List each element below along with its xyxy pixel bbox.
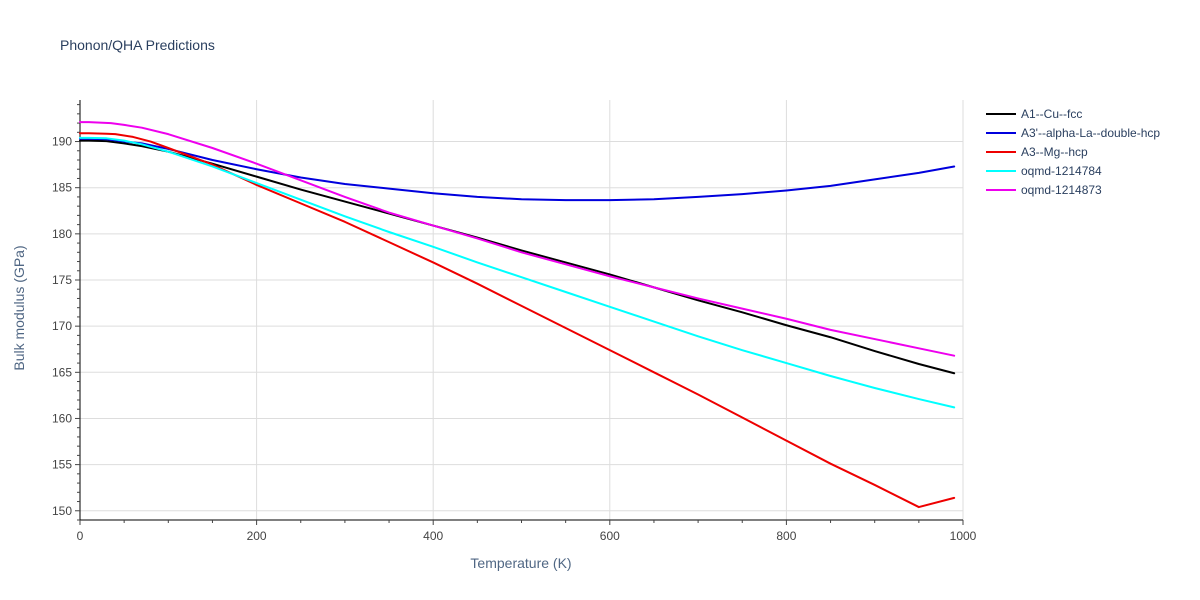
series-line-4[interactable] (79, 136, 956, 409)
y-axis-title: Bulk modulus (GPa) (11, 245, 27, 370)
legend-item[interactable]: oqmd-1214784 (986, 164, 1102, 178)
legend-item[interactable]: oqmd-1214873 (986, 183, 1102, 197)
y-tick-label: 190 (52, 135, 72, 149)
axes (75, 100, 964, 525)
legend[interactable]: A1--Cu--fcc A3'--alpha-La--double-hcp A3--… (986, 107, 1160, 197)
y-tick-label: 150 (52, 504, 72, 518)
x-tick-label: 200 (247, 529, 267, 543)
legend-item[interactable]: A3'--alpha-La--double-hcp (986, 126, 1160, 140)
y-tick-label: 165 (52, 365, 72, 379)
series-line-3[interactable] (79, 132, 956, 509)
legend-label: A3--Mg--hcp (1021, 145, 1088, 159)
tick-labels: 0 200 400 600 800 1000 150 155 160 165 170 175 180 18… (52, 135, 977, 543)
legend-label: A3'--alpha-La--double-hcp (1021, 126, 1160, 140)
series-line-5[interactable] (79, 121, 956, 357)
x-tick-label: 1000 (950, 529, 977, 543)
legend-label: A1--Cu--fcc (1021, 107, 1082, 121)
x-tick-label: 400 (423, 529, 443, 543)
x-tick-label: 800 (776, 529, 796, 543)
x-tick-label: 0 (77, 529, 84, 543)
x-tick-label: 600 (600, 529, 620, 543)
chart-title: Phonon/QHA Predictions (60, 37, 215, 53)
y-tick-label: 180 (52, 227, 72, 241)
legend-item[interactable]: A3--Mg--hcp (986, 145, 1088, 159)
y-tick-label: 175 (52, 273, 72, 287)
y-tick-label: 185 (52, 181, 72, 195)
legend-label: oqmd-1214784 (1021, 164, 1102, 178)
y-tick-label: 160 (52, 411, 72, 425)
legend-item[interactable]: A1--Cu--fcc (986, 107, 1082, 121)
series-line-1[interactable] (79, 139, 956, 375)
x-axis-title: Temperature (K) (470, 555, 571, 571)
y-tick-label: 170 (52, 319, 72, 333)
legend-label: oqmd-1214873 (1021, 183, 1102, 197)
series-layer (79, 121, 956, 509)
y-tick-label: 155 (52, 458, 72, 472)
